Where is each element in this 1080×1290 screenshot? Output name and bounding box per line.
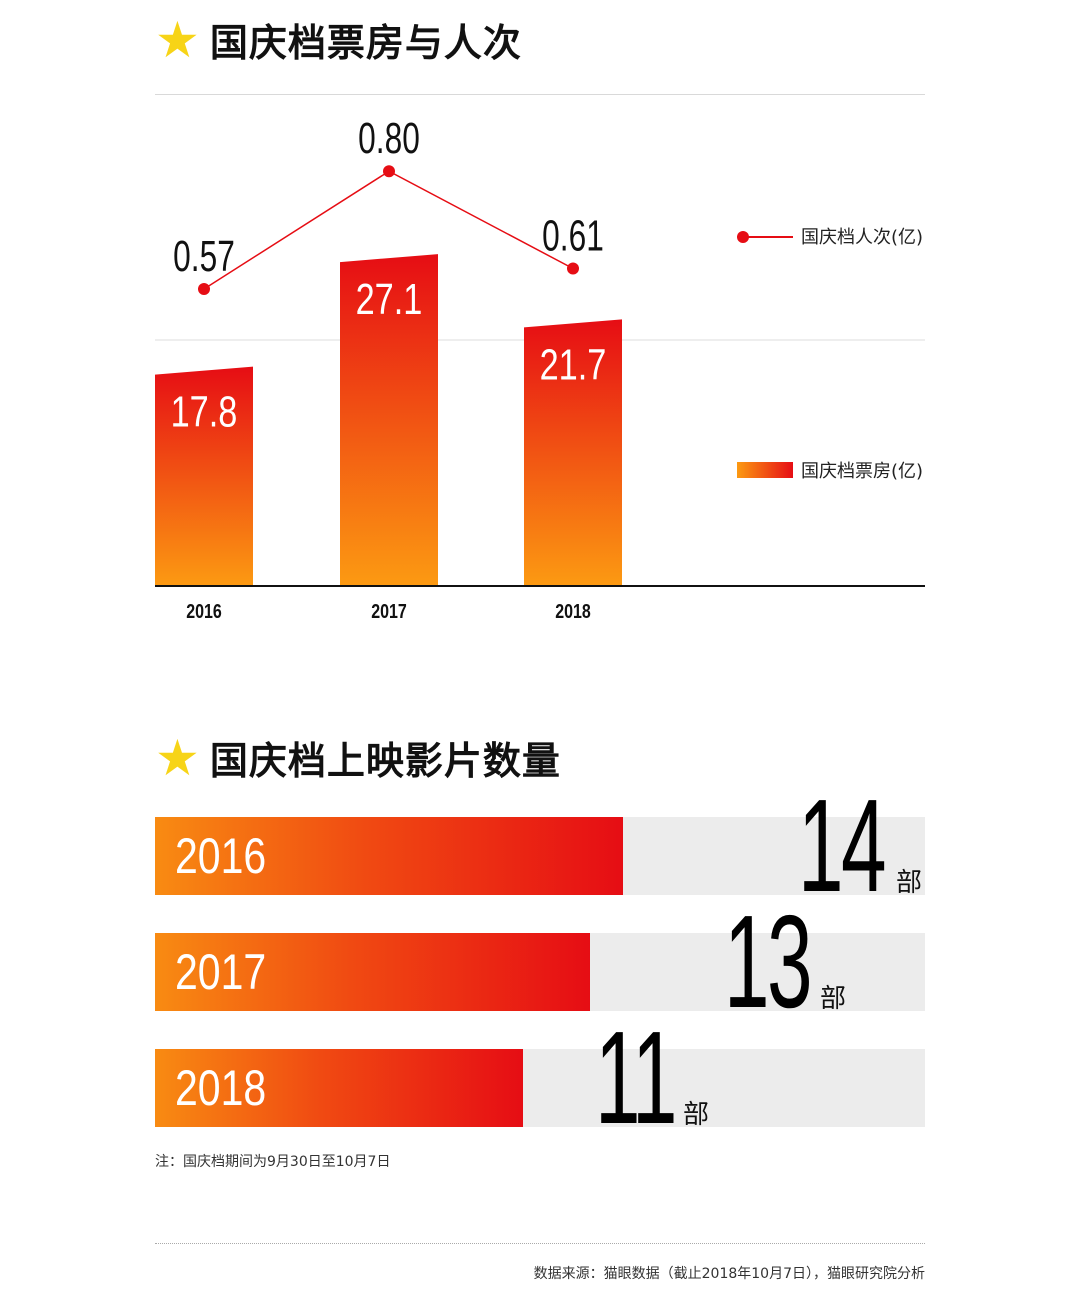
section-title-box-office: ★ 国庆档票房与人次 — [155, 12, 522, 67]
film-count-value: 14 — [798, 772, 887, 919]
film-count-year: 2018 — [175, 1060, 267, 1116]
box-office-bar — [524, 319, 622, 586]
x-tick-label: 2017 — [371, 600, 407, 622]
visits-point — [383, 165, 395, 178]
box-office-chart: 17.8 27.1 21.7 0.57 0.80 0.61 2016 2017 2018 — [155, 114, 925, 622]
legend-line-dot-icon — [737, 231, 793, 243]
legend-box-office-label: 国庆档票房(亿) — [801, 461, 924, 482]
data-source: 数据来源：猫眼数据（截止2018年10月7日），猫眼研究院分析 — [533, 1266, 925, 1282]
title-divider — [155, 94, 925, 95]
film-count-unit: 部 — [683, 1100, 710, 1130]
film-count-row: 2016 — [155, 817, 925, 895]
film-count-unit: 部 — [820, 984, 847, 1014]
box-office-label: 27.1 — [356, 275, 423, 324]
footer-divider — [155, 1243, 925, 1244]
x-tick-label: 2016 — [186, 600, 222, 622]
section-title-film-count: ★ 国庆档上映影片数量 — [155, 730, 561, 785]
legend-gradient-box-icon — [737, 462, 793, 478]
star-icon: ★ — [155, 728, 200, 787]
visits-point — [198, 283, 210, 295]
visits-point — [567, 262, 579, 275]
visits-label: 0.57 — [173, 232, 235, 281]
film-count-value: 11 — [595, 1004, 677, 1151]
film-count-bar: 2016 — [155, 817, 623, 895]
film-count-row: 2017 — [155, 933, 925, 1011]
legend-box-office: 国庆档票房(亿) — [737, 457, 923, 483]
visits-label: 0.80 — [358, 114, 420, 163]
box-office-title: 国庆档票房与人次 — [209, 21, 522, 65]
footnote: 注：国庆档期间为9月30日至10月7日 — [155, 1154, 391, 1170]
box-office-label: 21.7 — [540, 340, 607, 389]
film-count-row: 2018 — [155, 1049, 925, 1127]
film-count-bar: 2017 — [155, 933, 590, 1011]
legend-visits-label: 国庆档人次(亿) — [801, 227, 924, 248]
x-tick-label: 2018 — [555, 600, 591, 622]
film-count-value: 13 — [724, 888, 813, 1035]
visits-label: 0.61 — [542, 211, 604, 260]
film-count-unit: 部 — [896, 868, 923, 898]
box-office-bar — [155, 366, 253, 586]
box-office-bar — [340, 254, 438, 586]
legend-visits: 国庆档人次(亿) — [735, 223, 923, 249]
film-count-bar: 2018 — [155, 1049, 523, 1127]
film-count-title: 国庆档上映影片数量 — [209, 739, 561, 783]
box-office-label: 17.8 — [171, 388, 238, 437]
film-count-year: 2017 — [175, 944, 267, 1000]
film-count-year: 2016 — [175, 828, 267, 884]
star-icon: ★ — [155, 10, 200, 69]
